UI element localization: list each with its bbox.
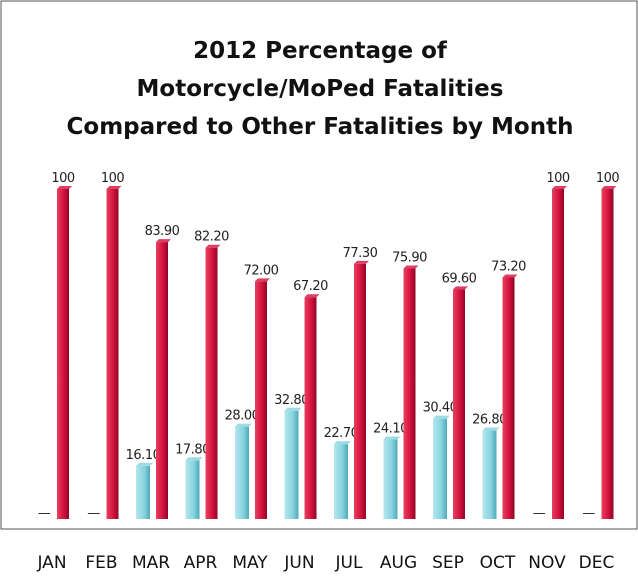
x-tick-label: AUG (380, 553, 417, 573)
chart-title: Motorcycle/MoPed Fatalities (137, 76, 504, 102)
value-label: 26.80 (472, 413, 507, 428)
x-tick-label: JAN (36, 553, 66, 573)
value-label: 100 (51, 171, 75, 186)
bar (403, 268, 416, 519)
bar (205, 247, 218, 520)
bar-top (354, 260, 369, 264)
x-tick-label: APR (184, 553, 218, 573)
bar (354, 263, 366, 519)
x-tick-label: JUN (283, 553, 314, 573)
bar-top (601, 186, 617, 189)
value-label: 75.90 (392, 251, 427, 266)
value-label: 28.00 (225, 409, 260, 424)
bar-top (453, 286, 468, 290)
chart-title: Compared to Other Fatalities by Month (67, 114, 574, 140)
bar (552, 189, 564, 519)
bar (156, 242, 168, 519)
bar (106, 189, 119, 519)
bar (502, 277, 515, 519)
value-label: — (87, 506, 100, 521)
x-tick-label: DEC (579, 553, 615, 573)
x-tick-label: SEP (432, 553, 464, 573)
value-label: 83.90 (145, 224, 180, 239)
value-label: 100 (596, 171, 620, 186)
bar (334, 444, 348, 519)
value-label: 30.40 (423, 401, 458, 416)
bar-top (136, 462, 153, 466)
bar (185, 460, 200, 519)
bar (284, 410, 299, 519)
chart-title: 2012 Percentage of (193, 38, 448, 64)
x-tick-label: NOV (528, 553, 566, 573)
bar-top (205, 244, 221, 248)
bar (57, 189, 69, 519)
bar-top (552, 186, 567, 189)
bar (255, 281, 267, 519)
value-label: 22.70 (324, 426, 359, 441)
bar-top (403, 265, 419, 269)
value-label: 73.20 (491, 259, 526, 274)
value-label: 16.10 (126, 448, 161, 463)
bar-top (284, 407, 302, 411)
value-label: 69.60 (442, 271, 477, 286)
value-label: 17.80 (175, 442, 210, 457)
value-label: 72.00 (244, 263, 279, 278)
value-label: 100 (546, 171, 570, 186)
bar-top (502, 274, 518, 278)
value-label: 77.30 (343, 246, 378, 261)
bar (235, 426, 249, 519)
bar (433, 418, 447, 519)
value-label: — (38, 506, 51, 521)
bar-top (57, 186, 72, 189)
bar-top (106, 186, 122, 189)
bar-top (156, 239, 171, 243)
value-label: 32.80 (274, 393, 309, 408)
value-label: 100 (101, 171, 125, 186)
value-label: — (533, 506, 546, 521)
x-tick-label: MAY (232, 553, 268, 573)
bar-top (185, 457, 203, 461)
bar-top (383, 436, 401, 440)
bar (304, 297, 317, 519)
bar-top (433, 415, 450, 419)
bar-top (334, 441, 351, 445)
x-tick-label: MAR (132, 553, 170, 573)
value-label: — (582, 506, 595, 521)
x-tick-label: FEB (85, 553, 117, 573)
bar-top (255, 278, 270, 282)
x-tick-label: JUL (335, 553, 363, 573)
x-tick-label: OCT (480, 553, 516, 573)
bar (601, 189, 614, 519)
bar-top (304, 294, 320, 298)
bar (383, 439, 398, 519)
bar (482, 430, 497, 519)
value-label: 24.10 (373, 421, 408, 436)
bar (453, 289, 465, 519)
value-label: 67.20 (293, 279, 328, 294)
bar-top (482, 427, 500, 431)
bar (136, 465, 150, 519)
value-label: 82.20 (194, 230, 229, 245)
bar-top (235, 423, 252, 427)
